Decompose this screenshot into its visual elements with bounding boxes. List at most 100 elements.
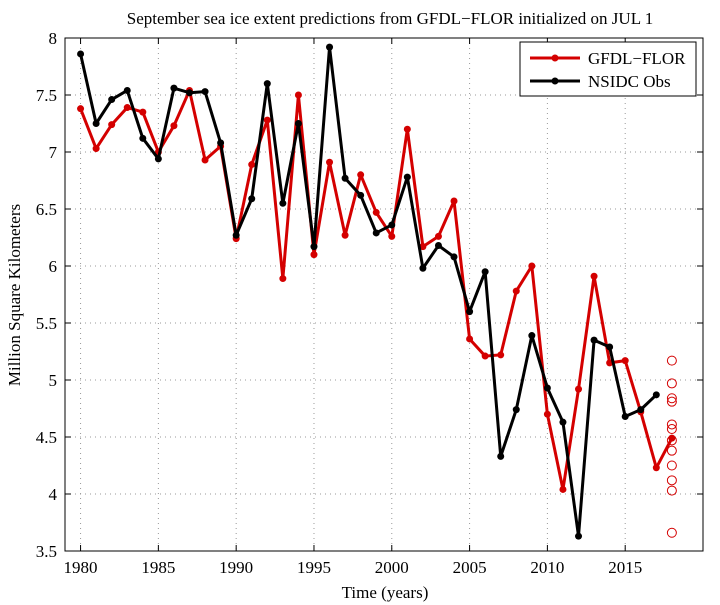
- data-point-nsidc-obs: [310, 243, 318, 251]
- y-axis-label: Million Square Kilometers: [5, 204, 24, 386]
- series-line-nsidc-obs: [79, 45, 658, 538]
- data-point-gfdl-flor: [388, 232, 396, 240]
- data-point-nsidc-obs: [590, 336, 598, 344]
- ensemble-point: [666, 424, 677, 435]
- data-point-gfdl-flor: [139, 108, 147, 116]
- data-point-gfdl-flor: [466, 335, 474, 343]
- data-point-nsidc-obs: [606, 343, 614, 351]
- data-point-nsidc-obs: [92, 120, 100, 127]
- data-point-nsidc-obs: [497, 452, 505, 460]
- y-tick-label: 5.5: [36, 314, 57, 333]
- data-point-gfdl-flor: [201, 156, 209, 164]
- data-point-gfdl-flor: [621, 357, 629, 365]
- x-tick-label: 2005: [453, 558, 487, 577]
- data-point-nsidc-obs: [341, 174, 349, 182]
- data-point-gfdl-flor: [512, 287, 520, 295]
- legend-marker-gfdl-flor: [551, 54, 559, 62]
- plot-area-frame: [64, 37, 704, 552]
- y-tick-label: 5: [49, 371, 58, 390]
- ensemble-point: [666, 419, 677, 430]
- x-tick-label: 2010: [530, 558, 564, 577]
- data-point-gfdl-flor: [294, 91, 302, 99]
- legend-label-gfdl-flor: GFDL−FLOR: [588, 49, 686, 68]
- x-tick-label: 1980: [64, 558, 98, 577]
- series-layer: [77, 43, 677, 540]
- data-point-gfdl-flor: [543, 410, 551, 418]
- y-tick-label: 4.5: [36, 428, 57, 447]
- data-point-nsidc-obs: [543, 384, 551, 392]
- x-axis-label: Time (years): [342, 583, 429, 602]
- data-point-gfdl-flor: [528, 262, 536, 270]
- x-tick-label: 1990: [219, 558, 253, 577]
- data-point-nsidc-obs: [279, 199, 287, 207]
- series-line-gfdl-flor: [79, 88, 674, 491]
- data-point-nsidc-obs: [232, 231, 240, 239]
- data-point-gfdl-flor: [419, 243, 427, 251]
- data-point-nsidc-obs: [372, 229, 380, 237]
- data-point-gfdl-flor: [372, 208, 380, 216]
- x-tick-label: 1995: [297, 558, 331, 577]
- data-point-gfdl-flor: [123, 104, 131, 112]
- data-point-gfdl-flor: [481, 352, 489, 360]
- ensemble-point: [666, 445, 677, 456]
- data-point-nsidc-obs: [559, 418, 567, 426]
- data-point-gfdl-flor: [77, 105, 85, 113]
- data-point-gfdl-flor: [497, 351, 505, 359]
- ensemble-point: [666, 396, 677, 407]
- y-tick-label: 6.5: [36, 200, 57, 219]
- data-point-nsidc-obs: [481, 268, 489, 276]
- ensemble-point: [666, 527, 677, 538]
- data-point-nsidc-obs: [419, 264, 427, 272]
- data-point-gfdl-flor: [357, 171, 365, 179]
- data-point-nsidc-obs: [637, 406, 645, 414]
- x-axis: 1980 1985 1990 1995 2000 2005 2010 2015: [64, 38, 642, 577]
- ensemble-point: [666, 393, 677, 404]
- data-point-gfdl-flor: [310, 251, 318, 259]
- data-point-gfdl-flor: [590, 272, 598, 280]
- data-point-gfdl-flor: [434, 232, 442, 240]
- data-point-nsidc-obs: [357, 191, 365, 199]
- data-point-nsidc-obs: [403, 173, 411, 181]
- data-point-gfdl-flor: [108, 121, 116, 129]
- data-point-nsidc-obs: [294, 120, 302, 127]
- data-point-nsidc-obs: [185, 89, 193, 97]
- data-point-nsidc-obs: [466, 308, 474, 316]
- data-point-gfdl-flor: [559, 485, 567, 493]
- data-point-nsidc-obs: [201, 88, 209, 96]
- legend-marker-nsidc-obs: [551, 77, 559, 85]
- data-point-gfdl-flor: [92, 145, 100, 153]
- data-point-nsidc-obs: [512, 406, 520, 414]
- data-point-gfdl-flor: [575, 385, 583, 393]
- ensemble-point: [666, 435, 677, 446]
- x-tick-label: 2015: [608, 558, 642, 577]
- data-point-nsidc-obs: [575, 532, 583, 540]
- data-point-gfdl-flor: [279, 275, 287, 283]
- ensemble-point: [666, 475, 677, 486]
- data-point-gfdl-flor: [170, 122, 178, 130]
- data-point-nsidc-obs: [528, 332, 536, 340]
- data-point-gfdl-flor: [326, 158, 334, 166]
- data-point-gfdl-flor: [652, 464, 660, 472]
- legend-box: [519, 41, 697, 97]
- x-tick-label: 1985: [141, 558, 175, 577]
- chart-title: September sea ice extent predictions fro…: [127, 9, 653, 28]
- y-tick-label: 3.5: [36, 542, 57, 561]
- data-point-nsidc-obs: [248, 195, 256, 203]
- legend: GFDL−FLOR NSIDC Obs: [519, 41, 697, 97]
- y-axis: 3.5 4 4.5 5 5.5 6 6.5 7 7.5 8: [36, 29, 703, 561]
- data-point-gfdl-flor: [341, 231, 349, 239]
- data-point-gfdl-flor: [450, 197, 458, 205]
- data-point-gfdl-flor: [403, 125, 411, 133]
- data-point-nsidc-obs: [217, 139, 225, 147]
- y-tick-label: 7: [49, 143, 58, 162]
- y-tick-label: 7.5: [36, 86, 57, 105]
- x-tick-label: 2000: [375, 558, 409, 577]
- data-point-nsidc-obs: [170, 84, 178, 92]
- data-point-nsidc-obs: [154, 155, 162, 163]
- data-point-nsidc-obs: [139, 134, 147, 142]
- y-tick-label: 6: [49, 257, 58, 276]
- data-point-nsidc-obs: [263, 80, 271, 88]
- grid-lines: [65, 37, 703, 552]
- data-point-nsidc-obs: [434, 241, 442, 249]
